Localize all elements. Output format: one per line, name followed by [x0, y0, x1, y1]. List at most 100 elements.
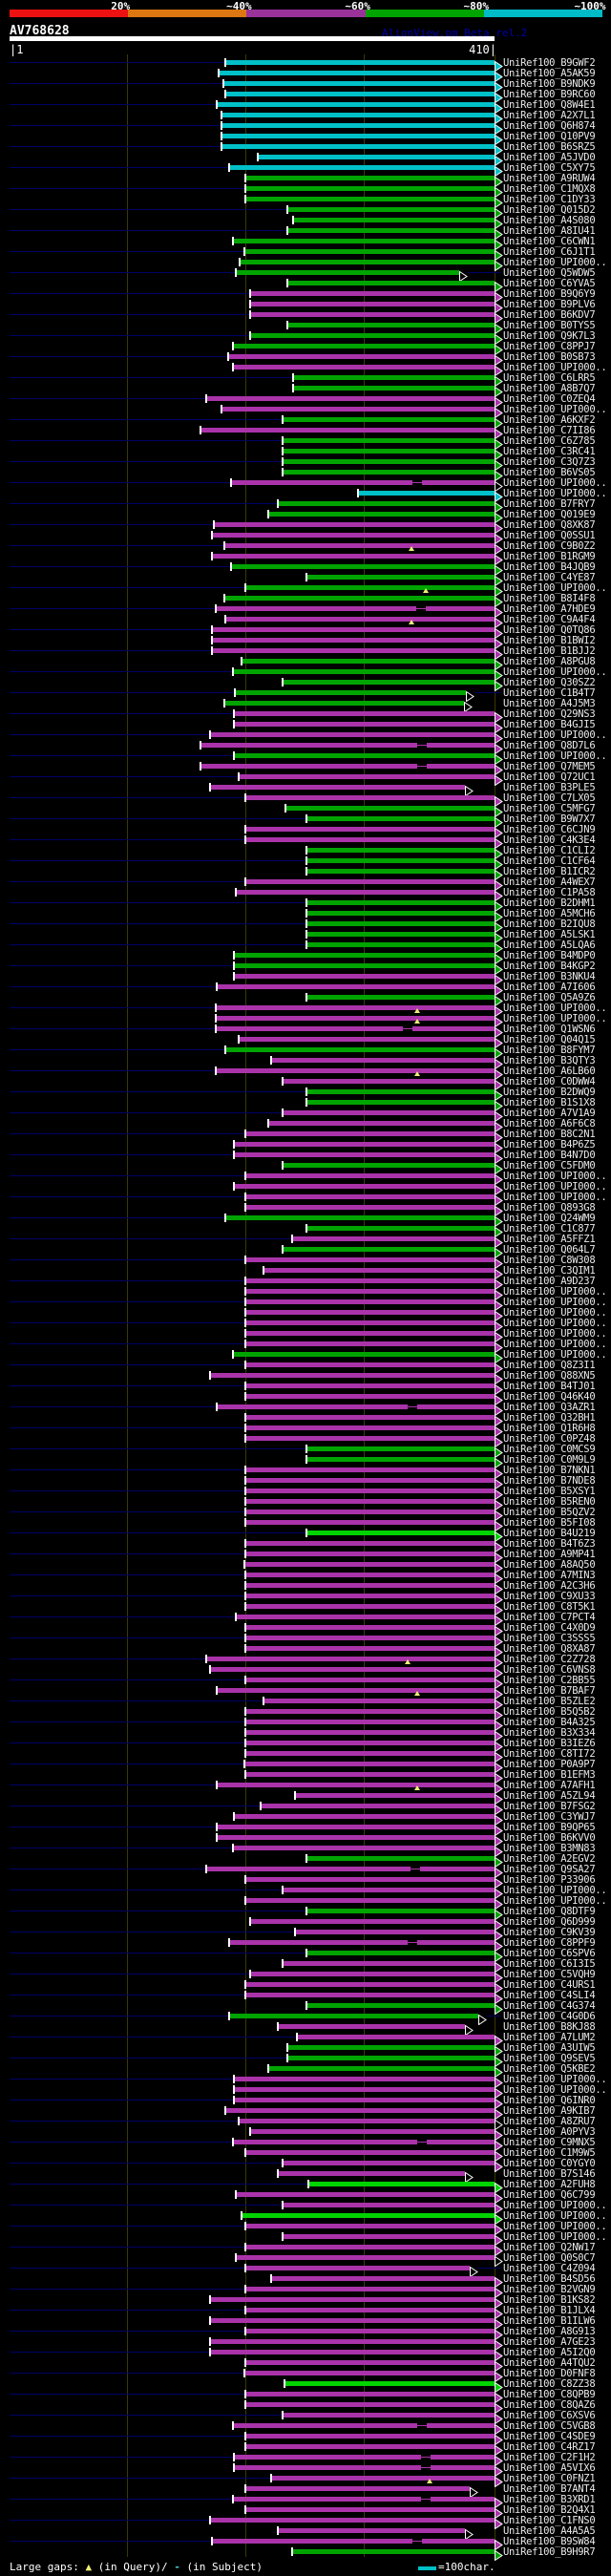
hit-bar[interactable]: [224, 596, 495, 601]
hit-label[interactable]: UniRef100_C6VNS8: [503, 1664, 596, 1676]
hit-label[interactable]: UniRef100_B4MDP0: [503, 950, 596, 961]
hit-bar[interactable]: [240, 260, 495, 264]
hit-label[interactable]: UniRef100_P0A9P7: [503, 1759, 596, 1770]
hit-label[interactable]: UniRef100_Q1WSN6: [503, 1024, 596, 1035]
hit-label[interactable]: UniRef100_Q88XN5: [503, 1370, 596, 1382]
hit-bar[interactable]: [306, 858, 495, 863]
hit-label[interactable]: UniRef100_UPI000..: [503, 1297, 607, 1308]
hit-bar[interactable]: [245, 1320, 495, 1325]
hit-label[interactable]: UniRef100_C7PCT4: [503, 1612, 596, 1623]
hit-bar[interactable]: [245, 1467, 495, 1472]
hit-bar[interactable]: [242, 659, 495, 664]
hit-bar[interactable]: [245, 2434, 495, 2439]
hit-bar[interactable]: [245, 1310, 495, 1315]
hit-label[interactable]: UniRef100_B9Q6Y9: [503, 288, 596, 300]
hit-label[interactable]: UniRef100_B6KVV0: [503, 1832, 596, 1844]
hit-label[interactable]: UniRef100_A2FUH8: [503, 2179, 596, 2190]
hit-bar[interactable]: [233, 2497, 495, 2502]
hit-bar[interactable]: [200, 743, 495, 748]
hit-bar[interactable]: [228, 354, 495, 359]
hit-label[interactable]: UniRef100_UPI000..: [503, 729, 607, 741]
hit-label[interactable]: UniRef100_A5I2Q0: [503, 2347, 596, 2358]
hit-bar[interactable]: [234, 1814, 495, 1819]
hit-bar[interactable]: [221, 123, 495, 128]
hit-label[interactable]: UniRef100_B3NKU4: [503, 971, 596, 982]
hit-bar[interactable]: [245, 1898, 495, 1903]
hit-label[interactable]: UniRef100_Q9SA27: [503, 1864, 596, 1875]
hit-label[interactable]: UniRef100_UPI000..: [503, 1339, 607, 1350]
hit-label[interactable]: UniRef100_Q8W4E1: [503, 99, 596, 111]
hit-bar[interactable]: [306, 900, 495, 905]
hit-bar[interactable]: [212, 648, 495, 653]
hit-bar[interactable]: [250, 302, 495, 306]
hit-bar[interactable]: [212, 638, 495, 643]
hit-label[interactable]: UniRef100_A5MCH6: [503, 908, 596, 919]
hit-bar[interactable]: [283, 459, 495, 464]
hit-label[interactable]: UniRef100_Q064L7: [503, 1244, 596, 1256]
hit-label[interactable]: UniRef100_B9QP65: [503, 1822, 596, 1833]
hit-bar[interactable]: [231, 480, 495, 485]
hit-bar[interactable]: [271, 2276, 495, 2281]
hit-label[interactable]: UniRef100_Q015D2: [503, 204, 596, 216]
hit-bar[interactable]: [233, 344, 495, 348]
hit-label[interactable]: UniRef100_B8I4F8: [503, 593, 596, 604]
hit-label[interactable]: UniRef100_C8ZZ38: [503, 2378, 596, 2390]
hit-bar[interactable]: [234, 1142, 495, 1147]
hit-label[interactable]: UniRef100_UPI000..: [503, 666, 607, 678]
hit-bar[interactable]: [245, 1362, 495, 1367]
hit-label[interactable]: UniRef100_C6J1T1: [503, 246, 596, 258]
hit-label[interactable]: UniRef100_C5VGB8: [503, 2420, 596, 2432]
hit-label[interactable]: UniRef100_Q5A9Z6: [503, 992, 596, 1003]
hit-bar[interactable]: [245, 1194, 495, 1199]
hit-label[interactable]: UniRef100_Q0TQ86: [503, 624, 596, 636]
hit-bar[interactable]: [244, 1562, 495, 1567]
hit-label[interactable]: UniRef100_B8KJ88: [503, 2021, 596, 2033]
hit-bar[interactable]: [278, 501, 495, 506]
hit-label[interactable]: UniRef100_C6XSV6: [503, 2410, 596, 2421]
hit-bar[interactable]: [283, 438, 495, 443]
hit-bar[interactable]: [234, 753, 495, 758]
hit-bar[interactable]: [221, 113, 495, 117]
hit-bar[interactable]: [217, 984, 495, 989]
hit-bar[interactable]: [308, 2182, 495, 2186]
hit-bar[interactable]: [233, 1846, 495, 1850]
hit-bar[interactable]: [210, 1667, 495, 1672]
hit-label[interactable]: UniRef100_Q5WDW5: [503, 267, 596, 279]
hit-bar[interactable]: [245, 1993, 495, 1997]
hit-bar[interactable]: [297, 2035, 495, 2039]
hit-label[interactable]: UniRef100_B2IQU8: [503, 918, 596, 930]
hit-label[interactable]: UniRef100_A7LUM2: [503, 2032, 596, 2043]
hit-bar[interactable]: [210, 785, 465, 790]
hit-bar[interactable]: [245, 1331, 495, 1336]
hit-bar[interactable]: [245, 1299, 495, 1304]
hit-label[interactable]: UniRef100_A4S080: [503, 215, 596, 226]
hit-label[interactable]: UniRef100_A8B7Q7: [503, 383, 596, 394]
hit-label[interactable]: UniRef100_C4RZ17: [503, 2441, 596, 2453]
hit-label[interactable]: UniRef100_C3Q7Z3: [503, 456, 596, 468]
hit-label[interactable]: UniRef100_C8PPJ7: [503, 341, 596, 352]
hit-label[interactable]: UniRef100_Q3AZR1: [503, 1402, 596, 1413]
hit-label[interactable]: UniRef100_C8T5K1: [503, 1601, 596, 1613]
hit-label[interactable]: UniRef100_A7I606: [503, 982, 596, 993]
hit-label[interactable]: UniRef100_C0PZ48: [503, 1433, 596, 1445]
hit-bar[interactable]: [245, 2486, 470, 2491]
hit-label[interactable]: UniRef100_A9D237: [503, 1276, 596, 1287]
hit-bar[interactable]: [234, 2465, 495, 2470]
hit-label[interactable]: UniRef100_UPI000..: [503, 488, 607, 499]
hit-bar[interactable]: [245, 1877, 495, 1882]
hit-label[interactable]: UniRef100_B3X334: [503, 1727, 596, 1739]
hit-bar[interactable]: [234, 1184, 495, 1189]
hit-bar[interactable]: [244, 249, 495, 254]
hit-label[interactable]: UniRef100_B6SRZ5: [503, 141, 596, 153]
hit-bar[interactable]: [258, 155, 495, 159]
hit-bar[interactable]: [250, 2129, 495, 2134]
hit-label[interactable]: UniRef100_B7NKN1: [503, 1465, 596, 1476]
hit-label[interactable]: UniRef100_Q8Z3I1: [503, 1360, 596, 1371]
hit-bar[interactable]: [295, 1793, 495, 1798]
hit-bar[interactable]: [278, 2171, 465, 2176]
hit-bar[interactable]: [242, 2213, 495, 2218]
hit-bar[interactable]: [217, 1825, 495, 1829]
hit-label[interactable]: UniRef100_A4J5M3: [503, 698, 596, 709]
hit-label[interactable]: UniRef100_C4G374: [503, 2000, 596, 2012]
hit-label[interactable]: UniRef100_UPI000..: [503, 1181, 607, 1193]
